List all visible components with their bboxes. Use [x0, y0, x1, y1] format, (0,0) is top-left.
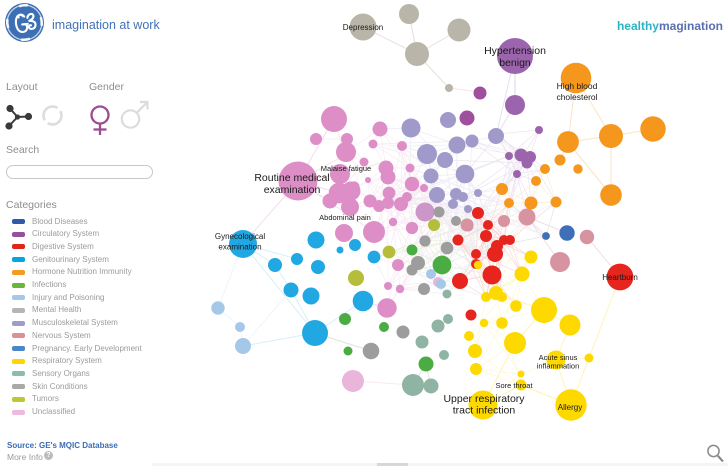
svg-text:Heartburn: Heartburn — [602, 273, 638, 282]
svg-text:Depression: Depression — [343, 23, 383, 32]
svg-text:Malaise fatigue: Malaise fatigue — [321, 164, 371, 173]
svg-text:Abdominal pain: Abdominal pain — [319, 213, 371, 222]
svg-text:Allergy: Allergy — [558, 403, 582, 412]
svg-text:Routine medical: Routine medical — [254, 172, 329, 184]
svg-text:Upper respiratory: Upper respiratory — [443, 393, 525, 405]
svg-text:inflammation: inflammation — [537, 362, 580, 371]
svg-text:examination: examination — [264, 184, 321, 196]
svg-text:Acute sinus: Acute sinus — [539, 353, 578, 362]
svg-text:benign: benign — [499, 57, 531, 69]
svg-text:examination: examination — [218, 243, 261, 252]
svg-text:cholesterol: cholesterol — [556, 92, 597, 102]
svg-text:Sore throat: Sore throat — [495, 381, 533, 390]
svg-text:Gynecological: Gynecological — [215, 232, 265, 241]
svg-text:tract infection: tract infection — [453, 404, 516, 416]
svg-text:High blood: High blood — [557, 81, 598, 91]
svg-text:Hypertension: Hypertension — [484, 45, 546, 57]
